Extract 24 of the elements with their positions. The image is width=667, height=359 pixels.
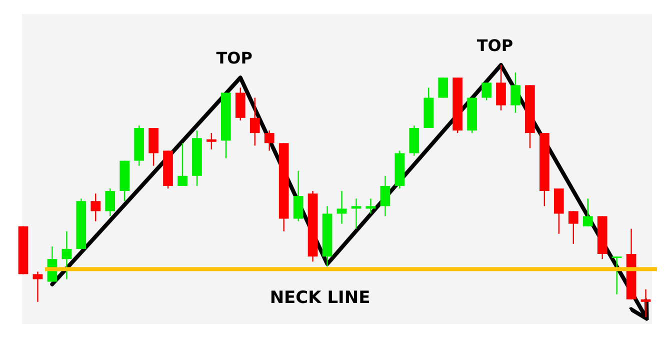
candlestick [482, 82, 492, 101]
text: TOP [476, 36, 514, 55]
candlestick [105, 188, 116, 217]
candlestick [351, 198, 362, 230]
candlestick [62, 230, 72, 280]
candlestick [438, 77, 448, 98]
candlestick [640, 288, 651, 318]
candlestick [264, 130, 274, 152]
candlestick [582, 198, 593, 227]
annotation: TOP [216, 48, 253, 68]
candlestick [510, 72, 520, 114]
candlestick [32, 271, 43, 302]
candlestick [90, 192, 101, 222]
candlestick [336, 190, 347, 224]
candlestick [178, 142, 188, 187]
candlestick [366, 198, 376, 214]
candlestick [380, 175, 390, 217]
candlestick [612, 256, 622, 295]
candlestick [496, 64, 506, 111]
ref-line-label: NECK LINE [270, 288, 370, 308]
candlestick [568, 210, 578, 245]
candlestick [250, 97, 260, 146]
candlestick [206, 132, 216, 150]
candlestick [293, 170, 304, 222]
